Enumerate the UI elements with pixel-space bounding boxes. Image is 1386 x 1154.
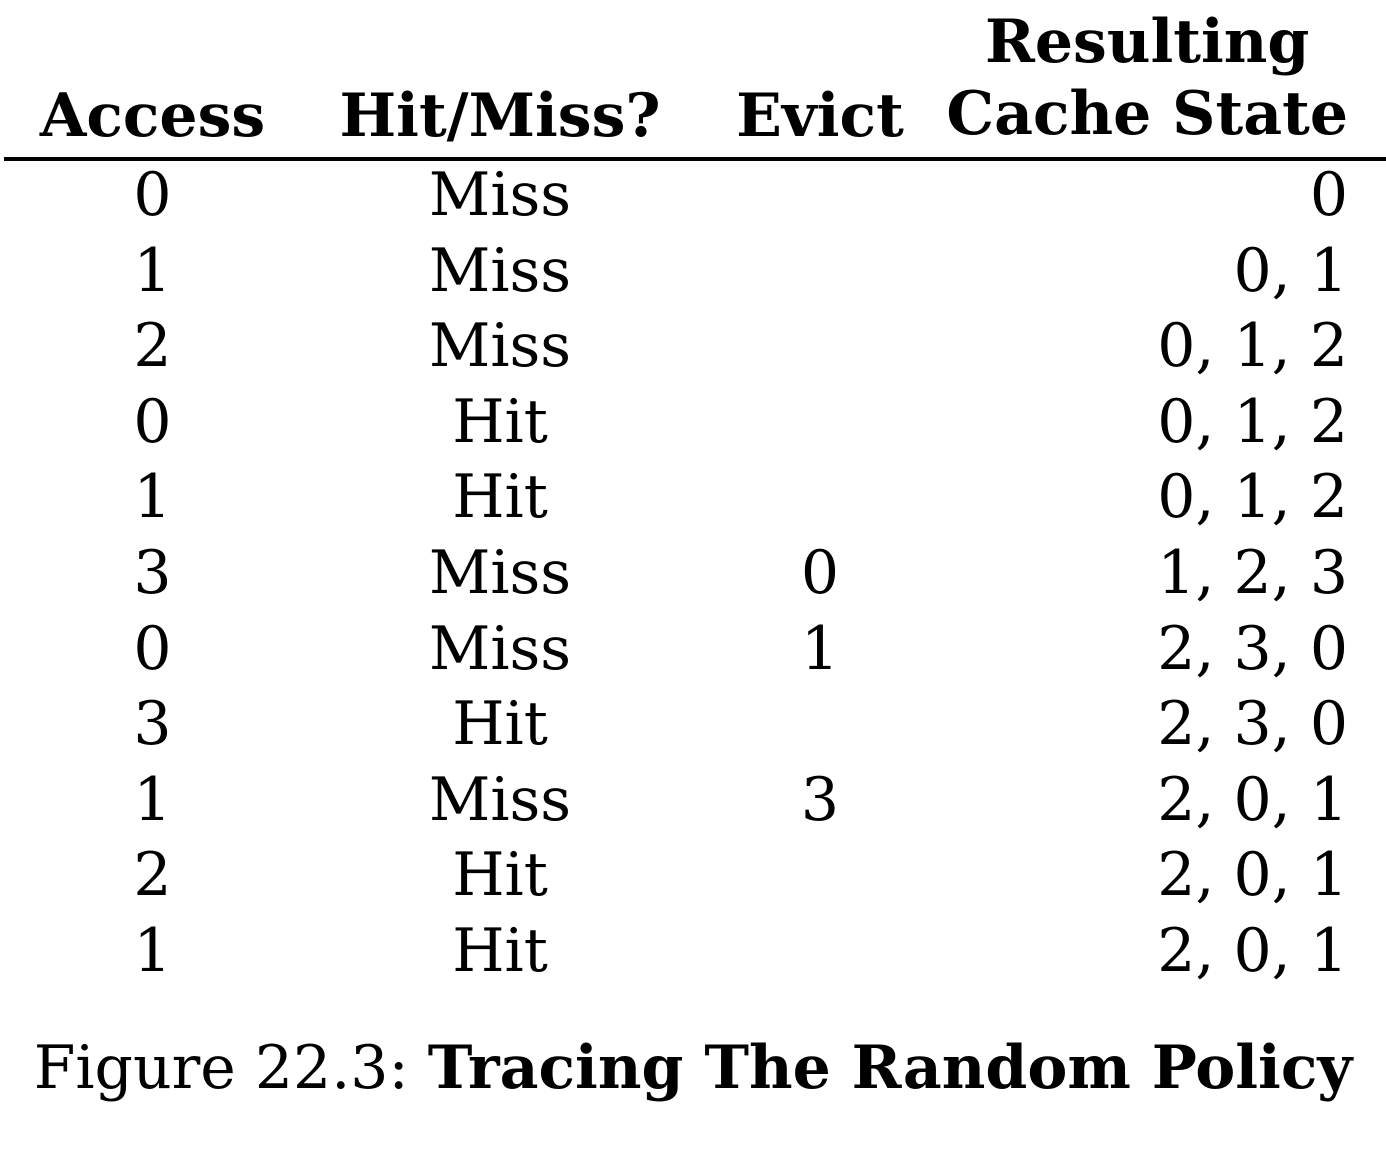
- cache-state-cell: 2, 0, 1: [1157, 915, 1348, 986]
- cache-state-cell: 2, 0, 1: [1157, 764, 1348, 835]
- caption-label: Figure 22.3:: [33, 1033, 428, 1103]
- cache-state-cell: 0, 1: [1233, 235, 1349, 306]
- access-cell: 0: [133, 160, 172, 230]
- table-row: 1 Miss 0, 1: [0, 236, 1386, 312]
- access-cell: 2: [133, 311, 172, 382]
- access-cell: 0: [133, 386, 172, 457]
- table-row: 3 Hit 2, 3, 0: [0, 689, 1386, 765]
- access-cell: 0: [133, 613, 172, 684]
- hit-miss-cell: Miss: [428, 311, 572, 382]
- cache-state-cell: 2, 0, 1: [1157, 840, 1348, 911]
- evict-cell: 1: [800, 613, 840, 684]
- access-cell: 1: [133, 235, 172, 306]
- header-cache-state-line2: Cache State: [946, 79, 1348, 149]
- cache-state-cell: 1, 2, 3: [1157, 537, 1348, 608]
- table-body: 0 Miss 0 1 Miss 0, 1 2 Miss 0, 1, 2 0 Hi…: [0, 160, 1386, 992]
- hit-miss-cell: Hit: [452, 840, 548, 911]
- access-cell: 1: [133, 462, 172, 533]
- hit-miss-cell: Miss: [428, 235, 572, 306]
- evict-cell: 3: [800, 764, 840, 835]
- figure-caption: Figure 22.3: Tracing The Random Policy: [0, 1032, 1386, 1104]
- access-cell: 3: [133, 537, 172, 608]
- table-row: 0 Hit 0, 1, 2: [0, 387, 1386, 463]
- header-cache-state: Resulting Cache State: [946, 6, 1348, 150]
- cache-state-cell: 0, 1, 2: [1157, 311, 1348, 382]
- header-cache-state-line1: Resulting: [985, 7, 1310, 77]
- hit-miss-cell: Miss: [428, 160, 572, 230]
- access-cell: 3: [133, 689, 172, 760]
- access-cell: 1: [133, 764, 172, 835]
- table-row: 3 Miss 0 1, 2, 3: [0, 538, 1386, 614]
- header-evict: Evict: [736, 81, 904, 151]
- cache-state-cell: 2, 3, 0: [1157, 689, 1348, 760]
- table-row: 1 Hit 0, 1, 2: [0, 462, 1386, 538]
- table-row: 0 Miss 0: [0, 160, 1386, 236]
- table-row: 0 Miss 1 2, 3, 0: [0, 614, 1386, 690]
- table-row: 1 Hit 2, 0, 1: [0, 916, 1386, 992]
- cache-state-cell: 0, 1, 2: [1157, 386, 1348, 457]
- header-access: Access: [39, 81, 266, 151]
- header-rule: [4, 157, 1386, 161]
- cache-state-cell: 0: [1309, 160, 1348, 230]
- cache-state-cell: 2, 3, 0: [1157, 613, 1348, 684]
- access-cell: 1: [133, 915, 172, 986]
- evict-cell: 0: [800, 537, 840, 608]
- hit-miss-cell: Hit: [452, 915, 548, 986]
- hit-miss-cell: Hit: [452, 386, 548, 457]
- hit-miss-cell: Miss: [428, 537, 572, 608]
- table-row: 2 Miss 0, 1, 2: [0, 311, 1386, 387]
- hit-miss-cell: Hit: [452, 689, 548, 760]
- cache-state-cell: 0, 1, 2: [1157, 462, 1348, 533]
- caption-title: Tracing The Random Policy: [427, 1033, 1353, 1103]
- hit-miss-cell: Hit: [452, 462, 548, 533]
- access-cell: 2: [133, 840, 172, 911]
- header-hit-miss: Hit/Miss?: [339, 81, 661, 151]
- table-row: 1 Miss 3 2, 0, 1: [0, 765, 1386, 841]
- table-row: 2 Hit 2, 0, 1: [0, 840, 1386, 916]
- hit-miss-cell: Miss: [428, 613, 572, 684]
- hit-miss-cell: Miss: [428, 764, 572, 835]
